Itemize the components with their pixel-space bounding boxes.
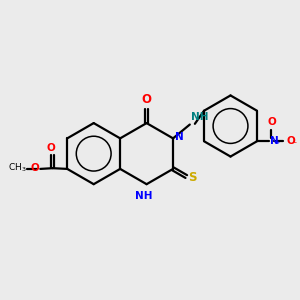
Text: O: O — [286, 136, 295, 146]
Text: O: O — [31, 163, 40, 173]
Text: O: O — [267, 117, 276, 127]
Text: NH: NH — [135, 191, 152, 202]
Text: O: O — [142, 93, 152, 106]
Text: N: N — [175, 132, 184, 142]
Text: $^-$: $^-$ — [291, 140, 297, 146]
Text: O: O — [47, 143, 56, 153]
Text: S: S — [188, 171, 196, 184]
Text: NH: NH — [190, 112, 208, 122]
Text: N: N — [270, 136, 279, 146]
Text: $^+$: $^+$ — [274, 140, 281, 146]
Text: CH$_3$: CH$_3$ — [8, 162, 26, 174]
